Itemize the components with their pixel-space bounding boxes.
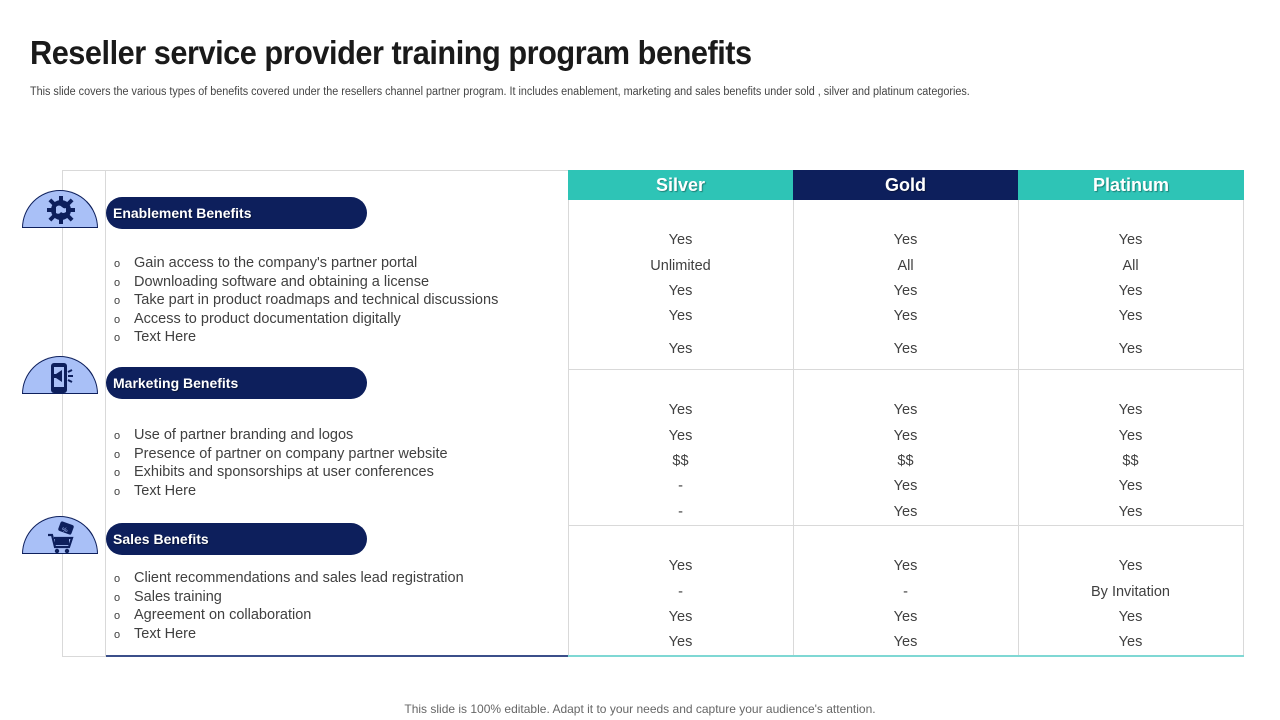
value-cell-gold: All — [897, 258, 914, 274]
value-cell-gold: Yes — [893, 341, 918, 357]
value-cell-gold: Yes — [893, 478, 918, 494]
value-cell-platinum: Yes — [1118, 558, 1143, 574]
column-divider — [568, 170, 569, 657]
column-divider — [793, 170, 794, 657]
table-bottom-rule — [568, 655, 1244, 657]
value-cell-silver: Yes — [668, 609, 693, 625]
section-header-marketing: Marketing Benefits — [106, 367, 367, 399]
list-item: o Use of partner branding and logos — [114, 427, 354, 443]
value-cell-gold: Yes — [893, 504, 918, 520]
value-cell-silver: Unlimited — [650, 258, 711, 274]
value-cell-platinum: Yes — [1118, 283, 1143, 299]
column-header-silver: Silver — [568, 170, 793, 200]
value-cell-gold: Yes — [893, 402, 918, 418]
value-cell-silver: Yes — [668, 558, 693, 574]
value-cell-platinum: Yes — [1118, 609, 1143, 625]
value-cell-silver: Yes — [668, 402, 693, 418]
value-cell-silver: Yes — [668, 634, 693, 650]
value-cell-platinum: Yes — [1118, 428, 1143, 444]
footer-note: This slide is 100% editable. Adapt it to… — [404, 702, 876, 716]
value-cell-silver: Yes — [668, 283, 693, 299]
page-title: Reseller service provider training progr… — [30, 34, 752, 71]
value-cell-gold: Yes — [893, 283, 918, 299]
column-divider — [1018, 170, 1019, 657]
mobile-megaphone-icon — [22, 356, 98, 394]
list-item: o Access to product documentation digital… — [114, 310, 401, 327]
list-item: o Client recommendations and sales lead r… — [114, 570, 464, 586]
list-item: o Gain access to the company's partner po… — [114, 255, 418, 271]
column-header-platinum: Platinum — [1018, 170, 1244, 200]
value-cell-silver: - — [678, 504, 683, 520]
value-cell-platinum: All — [1122, 258, 1139, 274]
value-cell-platinum: $$ — [1122, 453, 1139, 469]
value-cell-gold: Yes — [893, 308, 918, 324]
value-cell-platinum: Yes — [1118, 232, 1143, 248]
sales-benefits-list: o Client recommendations and sales lead r… — [114, 570, 464, 644]
value-cell-gold: $$ — [897, 453, 914, 469]
list-item: o Text Here — [114, 329, 197, 346]
list-item: o Presence of partner on company partner … — [114, 445, 448, 462]
section-header-enablement: Enablement Benefits — [106, 197, 367, 229]
row-divider — [568, 369, 1244, 370]
list-item: o Exhibits and sponsorships at user confe… — [114, 464, 434, 481]
value-cell-gold: - — [903, 584, 908, 600]
row-divider — [568, 525, 1244, 526]
value-cell-platinum: Yes — [1118, 504, 1143, 520]
value-cell-gold: Yes — [893, 232, 918, 248]
enablement-benefits-list: o Gain access to the company's partner po… — [114, 255, 498, 348]
value-cell-platinum: Yes — [1118, 341, 1143, 357]
value-cell-platinum: By Invitation — [1091, 584, 1170, 600]
value-cell-silver: Yes — [668, 428, 693, 444]
value-cell-gold: Yes — [893, 634, 918, 650]
list-item: o Sales training — [114, 588, 222, 605]
value-cell-gold: Yes — [893, 609, 918, 625]
value-cell-platinum: Yes — [1118, 308, 1143, 324]
table-bottom-rule — [106, 655, 568, 657]
section-header-sales: Sales Benefits — [106, 523, 367, 555]
value-cell-silver: - — [678, 584, 683, 600]
svg-text:%: % — [62, 527, 68, 534]
list-item: o Agreement on collaboration — [114, 607, 312, 624]
value-cell-silver: Yes — [668, 341, 693, 357]
list-item: o Downloading software and obtaining a li… — [114, 273, 430, 290]
list-item: o Text Here — [114, 625, 197, 642]
value-cell-gold: Yes — [893, 558, 918, 574]
column-header-gold: Gold — [793, 170, 1018, 200]
value-cell-silver: - — [678, 478, 683, 494]
list-item: o Text Here — [114, 482, 197, 499]
value-cell-platinum: Yes — [1118, 478, 1143, 494]
page-subtitle: This slide covers the various types of b… — [30, 86, 970, 98]
value-cell-platinum: Yes — [1118, 402, 1143, 418]
value-cell-platinum: Yes — [1118, 634, 1143, 650]
marketing-benefits-list: o Use of partner branding and logos o Pres… — [114, 427, 448, 501]
list-item: o Take part in product roadmaps and techn… — [114, 292, 499, 309]
value-cell-gold: Yes — [893, 428, 918, 444]
value-cell-silver: $$ — [672, 453, 689, 469]
icon-column — [62, 170, 106, 657]
value-cell-silver: Yes — [668, 308, 693, 324]
value-cell-silver: Yes — [668, 232, 693, 248]
